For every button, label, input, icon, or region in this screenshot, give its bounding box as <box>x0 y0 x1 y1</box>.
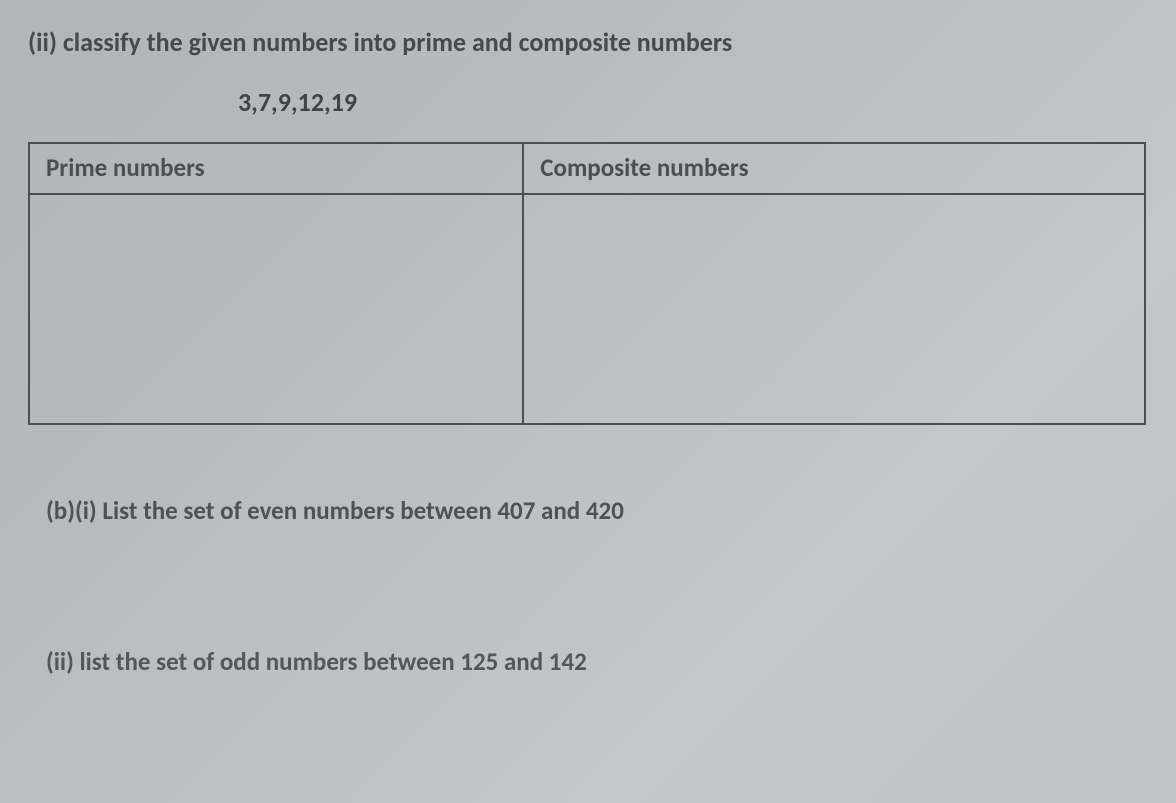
col-prime-header: Prime numbers <box>29 143 523 194</box>
cell-composite <box>523 194 1145 424</box>
question-ii-numbers: 3,7,9,12,19 <box>238 86 1148 118</box>
classification-table: Prime numbers Composite numbers <box>28 142 1146 425</box>
question-ii-text: classify the given numbers into prime an… <box>63 26 732 58</box>
question-b-i-label: (b)(i) <box>46 495 97 526</box>
question-b-i-text: List the set of even numbers between 407… <box>102 495 624 526</box>
table-header-row: Prime numbers Composite numbers <box>29 143 1145 194</box>
cell-prime <box>29 194 523 424</box>
question-ii: (ii) classify the given numbers into pri… <box>28 26 1148 58</box>
question-b-ii-label: (ii) <box>46 646 74 677</box>
question-ii-label: (ii) <box>28 26 57 58</box>
question-b-i: (b)(i) List the set of even numbers betw… <box>46 495 1148 526</box>
table-row <box>29 194 1145 424</box>
question-b-ii-text: list the set of odd numbers between 125 … <box>80 646 587 677</box>
question-b-ii: (ii) list the set of odd numbers between… <box>46 646 1148 677</box>
col-composite-header: Composite numbers <box>523 143 1145 194</box>
